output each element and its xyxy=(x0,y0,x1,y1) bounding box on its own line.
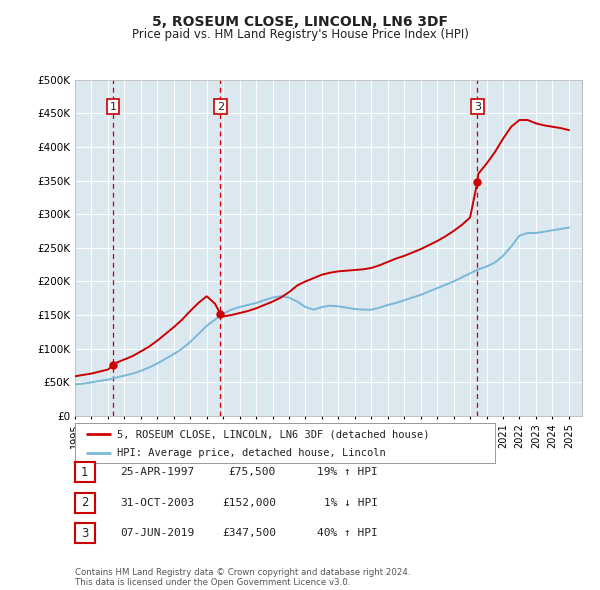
Text: £152,000: £152,000 xyxy=(222,498,276,507)
Text: 1: 1 xyxy=(81,466,89,478)
Text: 3: 3 xyxy=(81,527,89,540)
Text: 25-APR-1997: 25-APR-1997 xyxy=(120,467,194,477)
Text: 5, ROSEUM CLOSE, LINCOLN, LN6 3DF (detached house): 5, ROSEUM CLOSE, LINCOLN, LN6 3DF (detac… xyxy=(117,430,430,440)
Text: 40% ↑ HPI: 40% ↑ HPI xyxy=(317,529,378,538)
Text: 3: 3 xyxy=(474,101,481,112)
Text: 07-JUN-2019: 07-JUN-2019 xyxy=(120,529,194,538)
Text: 1% ↓ HPI: 1% ↓ HPI xyxy=(324,498,378,507)
Text: 5, ROSEUM CLOSE, LINCOLN, LN6 3DF: 5, ROSEUM CLOSE, LINCOLN, LN6 3DF xyxy=(152,15,448,29)
Text: 2: 2 xyxy=(81,496,89,509)
Text: HPI: Average price, detached house, Lincoln: HPI: Average price, detached house, Linc… xyxy=(117,448,386,458)
Text: £347,500: £347,500 xyxy=(222,529,276,538)
Text: 1: 1 xyxy=(110,101,116,112)
Text: 2: 2 xyxy=(217,101,224,112)
Text: 31-OCT-2003: 31-OCT-2003 xyxy=(120,498,194,507)
Text: 19% ↑ HPI: 19% ↑ HPI xyxy=(317,467,378,477)
Text: £75,500: £75,500 xyxy=(229,467,276,477)
Text: Contains HM Land Registry data © Crown copyright and database right 2024.
This d: Contains HM Land Registry data © Crown c… xyxy=(75,568,410,587)
Text: Price paid vs. HM Land Registry's House Price Index (HPI): Price paid vs. HM Land Registry's House … xyxy=(131,28,469,41)
